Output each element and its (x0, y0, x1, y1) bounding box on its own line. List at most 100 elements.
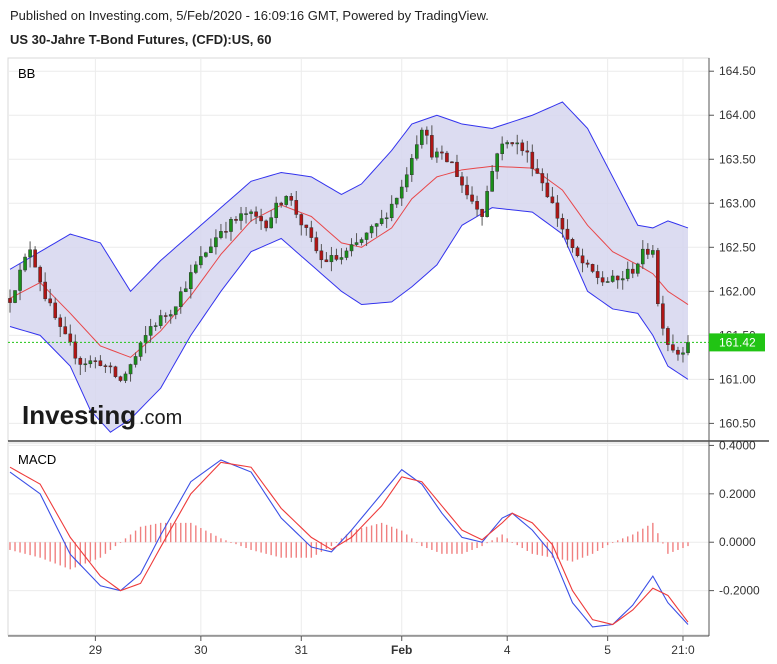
candle-body (148, 326, 153, 336)
price-tick-label: 160.50 (719, 416, 756, 430)
candle-body (18, 269, 22, 291)
price-tick-label: 163.00 (719, 196, 756, 210)
candle-body (420, 129, 424, 145)
bb-upper-line (9, 101, 689, 293)
candle-body (93, 360, 98, 362)
price-tick-label: 161.00 (719, 372, 756, 386)
candle-body (681, 352, 685, 355)
signal-line (9, 461, 689, 626)
candle-body (284, 196, 289, 205)
price-tick-label: 162.50 (719, 240, 756, 254)
candlestick-series (8, 125, 690, 384)
instrument-title: US 30-Jahre T-Bond Futures, (CFD):US, 60 (10, 32, 272, 47)
candle-body (404, 174, 409, 188)
candle-body (666, 328, 670, 345)
candle-body (364, 232, 369, 240)
candle-body (470, 194, 474, 202)
candle-body (344, 250, 349, 258)
candle-body (615, 275, 620, 281)
candle-body (440, 151, 444, 154)
candle-body (369, 226, 374, 234)
candle-body (651, 250, 655, 255)
candle-body (585, 262, 590, 265)
candle-body (490, 171, 494, 192)
candle-body (334, 255, 339, 260)
bollinger-bands (9, 101, 689, 433)
candle-body (625, 268, 630, 279)
candle-body (600, 277, 605, 283)
candle-body (43, 281, 47, 300)
last-price-marker: 161.42 (8, 333, 765, 352)
candle-body (269, 217, 273, 229)
candle-body (455, 161, 459, 177)
candle-body (53, 302, 58, 319)
candle-body (23, 256, 27, 271)
macd-line (9, 459, 689, 628)
candle-body (661, 303, 665, 329)
candle-body (500, 143, 504, 154)
candle-body (640, 248, 645, 265)
candle-body (510, 142, 515, 145)
time-tick-label: 21:0 (671, 643, 695, 657)
candle-body (671, 344, 675, 351)
candle-body (274, 202, 278, 218)
macd-indicator-label: MACD (18, 452, 56, 467)
candle-body (555, 202, 560, 219)
price-axis: 164.50 164.00 163.50 163.00 162.50 162.00 161.… (709, 64, 760, 598)
candle-body (173, 306, 178, 315)
candle-body (143, 335, 148, 344)
candle-body (580, 255, 585, 264)
price-tick-label: 163.50 (719, 152, 756, 166)
candle-body (163, 315, 168, 317)
candle-body (329, 255, 334, 263)
candle-body (610, 275, 615, 282)
candle-body (465, 184, 469, 196)
candle-body (646, 248, 650, 255)
candle-body (279, 202, 284, 205)
candle-body (153, 325, 158, 327)
macd-tick-label: 0.0000 (719, 535, 756, 549)
candle-body (33, 249, 37, 268)
price-tick-label: 164.00 (719, 108, 756, 122)
candle-body (605, 281, 610, 283)
candle-body (229, 219, 233, 232)
candle-body (249, 211, 253, 214)
candle-body (239, 213, 243, 221)
candle-body (686, 342, 690, 354)
candle-body (319, 250, 324, 261)
candle-body (575, 247, 580, 257)
candle-body (209, 246, 213, 253)
candle-body (259, 216, 263, 222)
candle-body (630, 268, 635, 274)
candle-body (214, 237, 218, 248)
candle-body (359, 239, 364, 243)
candle-body (188, 272, 193, 289)
candle-body (676, 349, 680, 355)
candle-body (254, 211, 258, 217)
candle-body (570, 239, 575, 249)
candle-body (515, 142, 520, 145)
candle-body (38, 266, 42, 283)
candle-body (414, 144, 419, 159)
candle-body (123, 373, 128, 381)
candle-body (219, 231, 223, 238)
macd-tick-label: 0.2000 (719, 487, 756, 501)
candle-body (194, 264, 198, 273)
candle-body (485, 191, 489, 217)
candle-body (399, 186, 404, 199)
bb-middle-line (9, 165, 689, 358)
time-tick-label: 30 (194, 643, 208, 657)
candle-body (560, 218, 565, 230)
time-tick-label: Feb (391, 643, 412, 657)
candle-body (304, 224, 309, 228)
candle-body (374, 223, 379, 227)
price-tick-label: 162.00 (719, 284, 756, 298)
candle-body (450, 161, 454, 164)
candle-body (13, 290, 17, 303)
candle-body (309, 227, 314, 238)
candle-body (78, 357, 83, 365)
candle-body (525, 150, 530, 153)
candle-body (339, 257, 344, 260)
candle-body (480, 208, 484, 217)
